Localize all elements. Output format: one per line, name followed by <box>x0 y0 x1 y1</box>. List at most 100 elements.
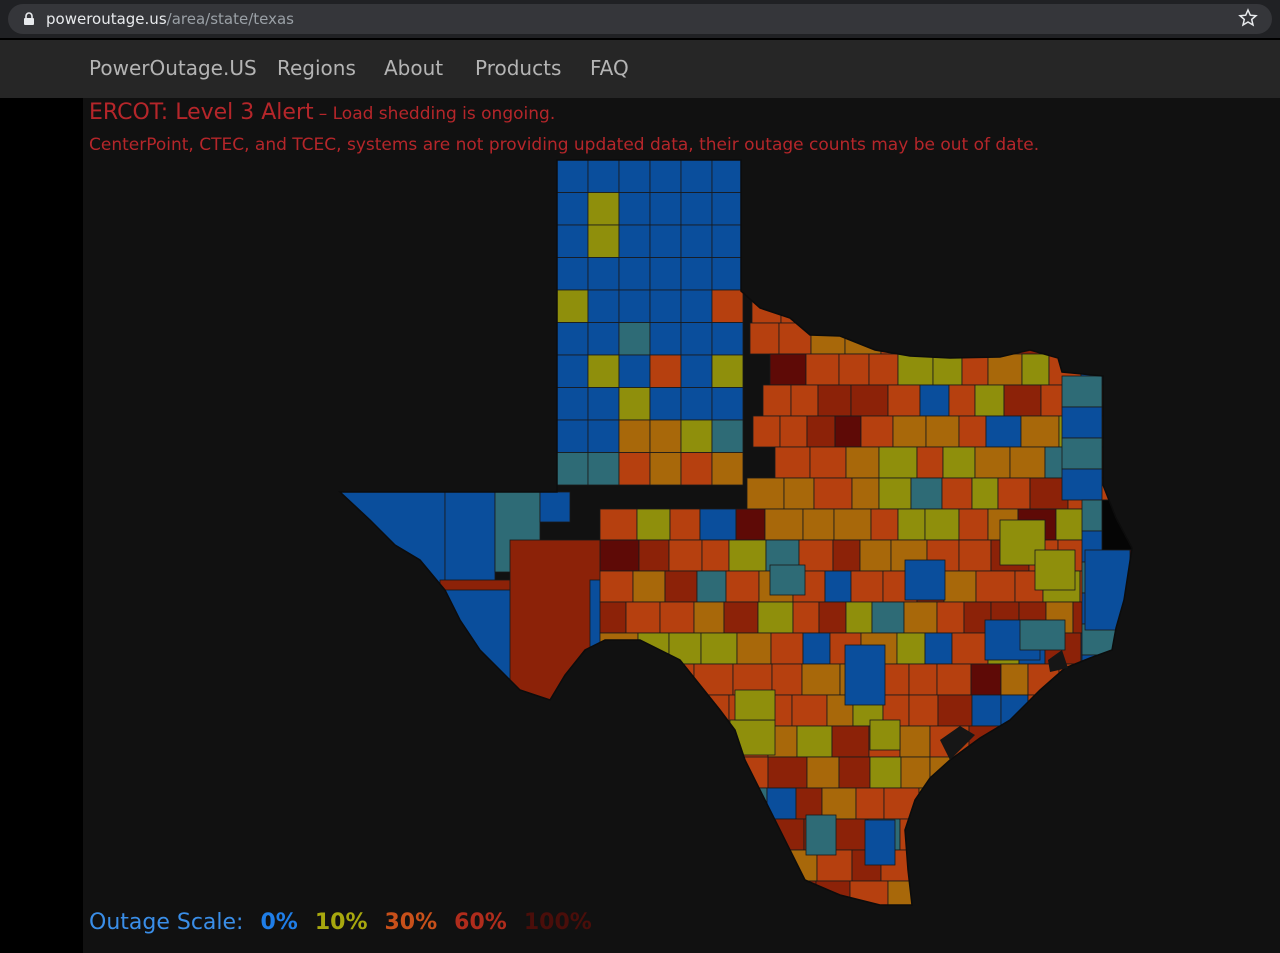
county-tile[interactable] <box>917 880 946 912</box>
county-tile[interactable] <box>896 632 926 665</box>
county-tile[interactable] <box>618 322 651 356</box>
county-tile[interactable] <box>805 814 837 856</box>
county-tile[interactable] <box>779 415 808 448</box>
county-tile[interactable] <box>587 419 620 453</box>
county-tile[interactable] <box>970 818 999 851</box>
county-tile[interactable] <box>599 880 638 912</box>
county-tile[interactable] <box>587 192 620 226</box>
nav-products[interactable]: Products <box>475 56 562 80</box>
county-tile[interactable] <box>757 849 788 882</box>
county-tile[interactable] <box>982 291 1011 324</box>
county-tile[interactable] <box>1061 375 1103 408</box>
county-tile[interactable] <box>669 756 708 789</box>
county-tile[interactable] <box>711 224 744 258</box>
county-tile[interactable] <box>1021 849 1055 882</box>
county-tile[interactable] <box>815 291 849 324</box>
county-tile[interactable] <box>556 257 589 291</box>
county-tile[interactable] <box>1127 694 1166 727</box>
county-tile[interactable] <box>599 663 627 696</box>
county-tile[interactable] <box>667 818 706 851</box>
county-tile[interactable] <box>1061 437 1103 470</box>
county-tile[interactable] <box>693 601 725 634</box>
county-tile[interactable] <box>824 570 852 603</box>
county-tile[interactable] <box>599 818 640 851</box>
county-tile[interactable] <box>1102 384 1134 417</box>
county-tile[interactable] <box>1049 880 1088 912</box>
county-tile[interactable] <box>587 354 620 388</box>
county-tile[interactable] <box>957 756 988 789</box>
county-tile[interactable] <box>649 289 682 323</box>
county-tile[interactable] <box>910 477 943 510</box>
county-tile[interactable] <box>752 415 781 448</box>
county-tile[interactable] <box>813 477 853 510</box>
county-tile[interactable] <box>766 818 805 851</box>
county-tile[interactable] <box>1087 787 1128 820</box>
county-tile[interactable] <box>669 508 701 541</box>
county-tile[interactable] <box>948 787 984 820</box>
county-tile[interactable] <box>711 419 744 453</box>
county-tile[interactable] <box>751 291 782 324</box>
county-tile[interactable] <box>1084 549 1131 631</box>
county-tile[interactable] <box>1079 291 1116 324</box>
county-tile[interactable] <box>850 384 889 417</box>
county-tile[interactable] <box>711 192 744 226</box>
county-tile[interactable] <box>1114 353 1142 386</box>
county-tile[interactable] <box>1071 725 1103 758</box>
county-tile[interactable] <box>599 632 639 665</box>
county-tile[interactable] <box>692 849 725 882</box>
county-tile[interactable] <box>975 570 1016 603</box>
county-tile[interactable] <box>680 224 713 258</box>
county-tile[interactable] <box>692 880 728 912</box>
county-tile[interactable] <box>864 819 896 866</box>
county-tile[interactable] <box>783 477 815 510</box>
county-tile[interactable] <box>657 694 693 727</box>
county-tile[interactable] <box>1009 291 1050 324</box>
county-tile[interactable] <box>834 415 862 448</box>
county-tile[interactable] <box>632 570 666 603</box>
county-tile[interactable] <box>1009 446 1046 479</box>
county-tile[interactable] <box>932 353 963 386</box>
county-tile[interactable] <box>951 632 989 665</box>
county-tile[interactable] <box>806 415 836 448</box>
county-tile[interactable] <box>711 257 744 291</box>
url-text[interactable]: poweroutage.us/area/state/texas <box>46 10 294 28</box>
county-tile[interactable] <box>635 849 667 882</box>
county-tile[interactable] <box>948 384 976 417</box>
nav-faq[interactable]: FAQ <box>590 56 629 80</box>
county-tile[interactable] <box>618 289 651 323</box>
county-tile[interactable] <box>618 224 651 258</box>
county-tile[interactable] <box>587 452 620 486</box>
county-tile[interactable] <box>1103 322 1136 355</box>
county-tile[interactable] <box>1088 694 1129 727</box>
county-tile[interactable] <box>1102 446 1142 479</box>
county-tile[interactable] <box>936 601 965 634</box>
county-tile[interactable] <box>556 289 589 323</box>
county-tile[interactable] <box>757 601 794 634</box>
county-tile[interactable] <box>1126 787 1154 820</box>
county-tile[interactable] <box>680 354 713 388</box>
county-tile[interactable] <box>599 694 630 727</box>
county-tile[interactable] <box>919 849 958 882</box>
county-tile[interactable] <box>649 419 682 453</box>
county-tile[interactable] <box>1119 818 1153 851</box>
county-tile[interactable] <box>680 257 713 291</box>
county-tile[interactable] <box>1035 725 1073 758</box>
county-tile[interactable] <box>897 353 934 386</box>
county-tile[interactable] <box>649 452 682 486</box>
county-tile[interactable] <box>599 849 637 882</box>
county-tile[interactable] <box>587 387 620 421</box>
county-tile[interactable] <box>1128 415 1161 448</box>
county-tile[interactable] <box>587 289 620 323</box>
county-tile[interactable] <box>665 849 694 882</box>
county-tile[interactable] <box>832 539 861 572</box>
county-tile[interactable] <box>556 224 589 258</box>
county-tile[interactable] <box>845 446 880 479</box>
county-tile[interactable] <box>871 601 905 634</box>
county-tile[interactable] <box>680 289 713 323</box>
county-tile[interactable] <box>904 559 946 601</box>
county-tile[interactable] <box>958 539 992 572</box>
county-tile[interactable] <box>1027 694 1055 727</box>
county-tile[interactable] <box>809 446 847 479</box>
county-tile[interactable] <box>869 756 902 789</box>
county-tile[interactable] <box>1086 880 1125 912</box>
